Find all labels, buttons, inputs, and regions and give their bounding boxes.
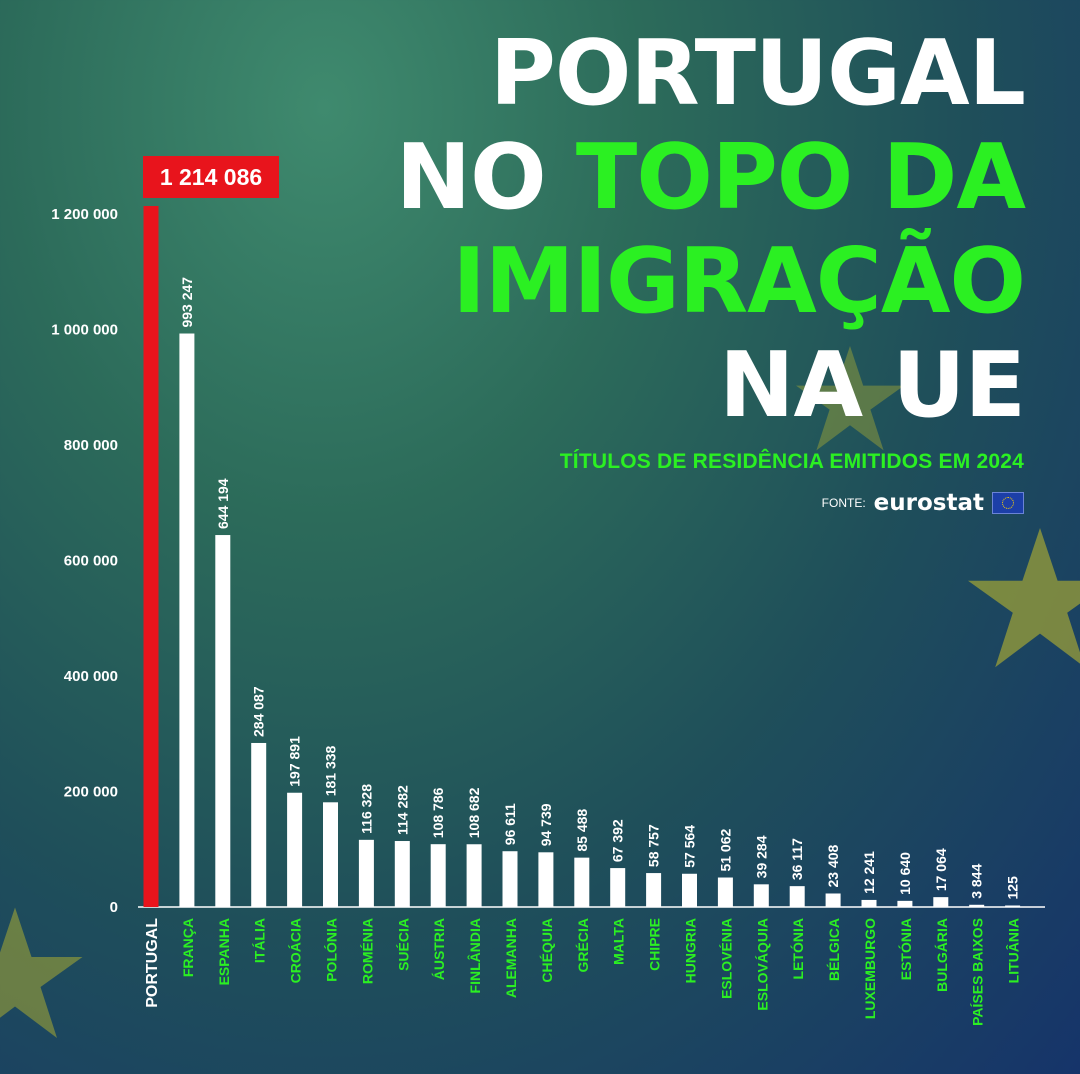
bar-20 — [861, 899, 877, 907]
bar-7 — [394, 841, 410, 907]
value-label: 644 194 — [215, 478, 231, 529]
bar-18 — [789, 886, 805, 907]
title-line-2: NO TOPO DA — [395, 125, 1026, 230]
category-label: ESLOVÉNIA — [718, 918, 734, 999]
title-line-1: PORTUGAL — [489, 21, 1026, 126]
bar-19 — [825, 893, 841, 907]
y-tick-label: 400 000 — [64, 668, 118, 685]
title-line-2a: NO — [395, 125, 576, 230]
eurostat-logo: eurostat — [873, 490, 984, 516]
value-label: 39 284 — [753, 835, 769, 878]
value-label: 108 786 — [430, 787, 446, 838]
category-label: ESLOVÁQUIA — [754, 918, 770, 1011]
chart-subtitle: TÍTULOS DE RESIDÊNCIA EMITIDOS EM 2024 — [559, 450, 1024, 473]
category-label: ÁUSTRIA — [431, 918, 447, 980]
value-label: 993 247 — [179, 277, 195, 328]
eu-star-decoration — [796, 346, 904, 451]
value-label: 12 241 — [861, 851, 877, 894]
value-label: 284 087 — [251, 686, 267, 737]
bar-21 — [897, 900, 913, 907]
category-label: PAÍSES BAIXOS — [970, 918, 986, 1026]
value-label: 125 — [1005, 876, 1021, 900]
category-label: MALTA — [611, 918, 627, 965]
category-label: BULGÁRIA — [934, 918, 950, 992]
bar-5 — [323, 802, 338, 907]
title-line-4: NA UE — [719, 333, 1026, 438]
value-label: 85 488 — [574, 809, 590, 852]
bar-11 — [538, 852, 554, 907]
page-title: PORTUGAL NO TOPO DA IMIGRAÇÃO NA UE — [395, 21, 1026, 438]
category-label: FINLÂNDIA — [466, 918, 483, 993]
value-label: 197 891 — [287, 736, 303, 787]
bar-12 — [574, 857, 590, 907]
category-label: CHÉQUIA — [539, 918, 555, 983]
bar-9 — [466, 844, 482, 907]
bar-13 — [610, 868, 626, 907]
category-label: ESTÓNIA — [897, 918, 914, 980]
bar-8 — [430, 844, 446, 907]
category-label: CROÁCIA — [288, 918, 304, 983]
value-label: 51 062 — [717, 828, 733, 871]
bar-17 — [753, 884, 769, 907]
value-label: 3 844 — [969, 864, 985, 899]
value-label: 67 392 — [610, 819, 626, 862]
category-label: POLÓNIA — [323, 918, 340, 982]
category-label: SUÉCIA — [395, 918, 411, 971]
bar-2 — [215, 535, 231, 907]
category-label: LETÓNIA — [789, 918, 806, 979]
bar-1 — [179, 333, 195, 908]
y-tick-label: 600 000 — [64, 553, 118, 570]
category-label: ROMÉNIA — [359, 918, 375, 984]
value-label: 57 564 — [682, 825, 698, 868]
category-label: LUXEMBURGO — [862, 918, 878, 1019]
y-tick-label: 200 000 — [64, 784, 118, 801]
y-tick-label: 0 — [110, 899, 118, 916]
value-label: 108 682 — [466, 787, 482, 838]
highlight-value-badge: 1 214 086 — [143, 156, 279, 198]
source-credit: FONTE: eurostat — [822, 490, 1024, 516]
category-label: LITUÂNIA — [1005, 918, 1022, 983]
y-tick-label: 1 200 000 — [51, 206, 118, 223]
bar-0 — [143, 206, 159, 907]
value-label: 23 408 — [825, 844, 841, 887]
category-label: HUNGRIA — [683, 918, 699, 983]
category-label: ESPANHA — [216, 918, 232, 985]
value-label: 58 757 — [646, 824, 662, 867]
value-label: 181 338 — [323, 745, 339, 796]
eu-flag-icon — [992, 492, 1024, 514]
y-tick-label: 800 000 — [64, 437, 118, 454]
category-label: CHIPRE — [647, 918, 663, 971]
category-label: PORTUGAL — [144, 918, 161, 1008]
bar-23 — [969, 904, 985, 907]
source-label: FONTE: — [821, 496, 866, 510]
value-label: 114 282 — [394, 785, 410, 835]
category-label: ITÁLIA — [252, 918, 268, 963]
category-label: ALEMANHA — [503, 918, 519, 998]
category-label: BÉLGICA — [826, 918, 842, 981]
category-label: GRÉCIA — [575, 918, 591, 972]
value-label: 94 739 — [538, 803, 554, 846]
value-label: 96 611 — [502, 803, 518, 845]
value-label: 10 640 — [897, 852, 913, 895]
bar-15 — [682, 873, 697, 907]
bar-4 — [287, 792, 303, 907]
eu-star-decoration — [0, 907, 83, 1038]
bar-3 — [251, 742, 267, 907]
eu-star-decoration — [968, 528, 1080, 668]
bar-14 — [646, 873, 662, 907]
value-label: 17 064 — [933, 848, 949, 891]
title-line-2b: TOPO DA — [575, 125, 1026, 230]
bar-10 — [502, 851, 518, 907]
value-label: 116 328 — [358, 784, 374, 834]
y-tick-label: 1 000 000 — [51, 322, 118, 339]
bar-6 — [358, 839, 374, 907]
value-label: 36 117 — [789, 838, 805, 880]
category-label: FRANÇA — [180, 918, 196, 977]
bar-22 — [933, 897, 949, 907]
bar-24 — [1005, 905, 1021, 907]
bar-16 — [717, 877, 733, 907]
title-line-3: IMIGRAÇÃO — [452, 229, 1026, 334]
